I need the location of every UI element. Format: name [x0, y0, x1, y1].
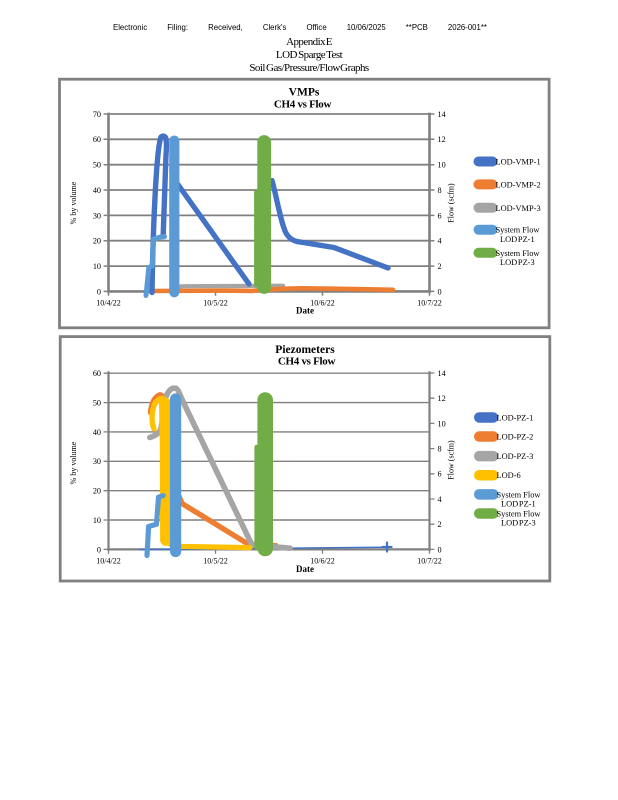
svg-text:12: 12	[438, 394, 446, 403]
svg-text:LOD-VMP-1: LOD-VMP-1	[496, 158, 541, 167]
svg-text:10: 10	[438, 161, 446, 170]
svg-text:10/6/22: 10/6/22	[310, 298, 334, 307]
svg-text:10: 10	[93, 516, 101, 525]
svg-text:System Flow: System Flow	[497, 509, 542, 518]
svg-text:10: 10	[93, 262, 101, 271]
svg-text:4: 4	[438, 237, 442, 246]
svg-text:System Flow: System Flow	[497, 490, 542, 499]
svg-text:2: 2	[438, 520, 442, 529]
svg-text:LOD PZ-3: LOD PZ-3	[500, 258, 535, 267]
svg-text:LOD-PZ-3: LOD-PZ-3	[497, 452, 534, 461]
svg-text:14: 14	[438, 110, 446, 119]
svg-text:0: 0	[438, 545, 442, 554]
svg-text:LOD PZ-1: LOD PZ-1	[500, 235, 535, 244]
svg-text:LOD-VMP-3: LOD-VMP-3	[496, 204, 541, 213]
svg-text:0: 0	[97, 545, 101, 554]
svg-text:50: 50	[93, 161, 101, 170]
svg-text:30: 30	[93, 457, 101, 466]
svg-text:40: 40	[93, 428, 101, 437]
svg-text:LOD PZ-1: LOD PZ-1	[501, 500, 536, 509]
svg-text:10/6/22: 10/6/22	[310, 557, 334, 566]
svg-text:LOD-PZ-2: LOD-PZ-2	[497, 433, 534, 442]
svg-text:Date: Date	[296, 564, 314, 574]
svg-text:6: 6	[438, 211, 442, 220]
svg-text:0: 0	[438, 287, 442, 296]
svg-text:10: 10	[438, 419, 446, 428]
svg-text:% by volume: % by volume	[69, 181, 78, 224]
svg-text:10/7/22: 10/7/22	[417, 557, 441, 566]
svg-text:Piezometers: Piezometers	[275, 344, 335, 356]
svg-text:LOD PZ-3: LOD PZ-3	[501, 519, 536, 528]
svg-text:10/5/22: 10/5/22	[203, 557, 227, 566]
svg-text:40: 40	[93, 186, 101, 195]
svg-text:10/7/22: 10/7/22	[417, 298, 441, 307]
svg-text:CH4 vs Flow: CH4 vs Flow	[278, 356, 336, 368]
svg-text:4: 4	[438, 495, 442, 504]
svg-text:0: 0	[97, 287, 101, 296]
svg-text:LOD-PZ-1: LOD-PZ-1	[497, 413, 534, 422]
svg-text:60: 60	[93, 369, 101, 378]
svg-text:VMPs: VMPs	[289, 87, 320, 99]
svg-text:50: 50	[93, 399, 101, 408]
svg-text:8: 8	[438, 445, 442, 454]
svg-text:20: 20	[93, 237, 101, 246]
svg-text:12: 12	[438, 135, 446, 144]
svg-text:60: 60	[93, 135, 101, 144]
svg-text:System Flow: System Flow	[496, 226, 541, 235]
svg-text:70: 70	[93, 110, 101, 119]
svg-text:Date: Date	[296, 305, 314, 315]
svg-text:2: 2	[438, 262, 442, 271]
svg-text:14: 14	[438, 369, 446, 378]
svg-text:LOD-6: LOD-6	[497, 471, 521, 480]
svg-text:CH4 vs Flow: CH4 vs Flow	[274, 99, 332, 111]
svg-text:System Flow: System Flow	[496, 249, 541, 258]
svg-text:6: 6	[438, 470, 442, 479]
svg-text:30: 30	[93, 211, 101, 220]
svg-text:20: 20	[93, 487, 101, 496]
svg-text:Flow (scfm): Flow (scfm)	[447, 183, 456, 223]
svg-text:8: 8	[438, 186, 442, 195]
svg-text:10/4/22: 10/4/22	[96, 557, 120, 566]
svg-text:Flow (scfm): Flow (scfm)	[447, 440, 456, 480]
svg-text:10/5/22: 10/5/22	[203, 298, 227, 307]
svg-text:% by volume: % by volume	[69, 441, 78, 484]
svg-text:10/4/22: 10/4/22	[96, 298, 120, 307]
svg-text:LOD-VMP-2: LOD-VMP-2	[496, 180, 541, 189]
